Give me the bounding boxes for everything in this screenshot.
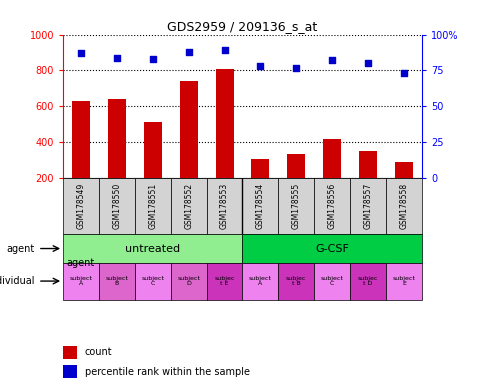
- Bar: [206, 263, 242, 300]
- Bar: [135, 178, 170, 235]
- Bar: [72, 101, 90, 178]
- Text: GSM178556: GSM178556: [327, 183, 336, 229]
- Text: subjec
t B: subjec t B: [286, 276, 306, 286]
- Bar: [385, 263, 421, 300]
- Text: subject
C: subject C: [320, 276, 343, 286]
- Text: subject
D: subject D: [177, 276, 200, 286]
- Bar: [143, 122, 161, 178]
- Text: agent: agent: [6, 243, 34, 253]
- Text: GSM178554: GSM178554: [256, 183, 264, 229]
- Bar: [314, 263, 349, 300]
- Bar: [206, 178, 242, 235]
- Bar: [251, 159, 269, 178]
- Bar: [242, 235, 421, 263]
- Text: agent: agent: [66, 258, 95, 268]
- Point: [256, 63, 264, 69]
- Text: subject
C: subject C: [141, 276, 164, 286]
- Point: [113, 55, 121, 61]
- Bar: [63, 346, 77, 359]
- Bar: [349, 263, 385, 300]
- Text: subjec
t D: subjec t D: [357, 276, 378, 286]
- Bar: [385, 178, 421, 235]
- Text: GSM178551: GSM178551: [148, 183, 157, 229]
- Text: GSM178558: GSM178558: [399, 183, 408, 229]
- Point: [220, 47, 228, 53]
- Bar: [135, 263, 170, 300]
- Bar: [322, 139, 340, 178]
- Bar: [314, 178, 349, 235]
- Bar: [107, 99, 125, 178]
- Text: GSM178550: GSM178550: [112, 183, 121, 229]
- Bar: [170, 178, 206, 235]
- Bar: [99, 263, 135, 300]
- Point: [363, 60, 371, 66]
- Bar: [394, 162, 412, 178]
- Text: GSM178557: GSM178557: [363, 183, 372, 229]
- Text: subject
E: subject E: [392, 276, 415, 286]
- Bar: [215, 69, 233, 178]
- Text: GSM178555: GSM178555: [291, 183, 300, 229]
- Text: subjec
t E: subjec t E: [214, 276, 234, 286]
- Point: [184, 49, 192, 55]
- Text: GSM178552: GSM178552: [184, 183, 193, 229]
- Bar: [242, 178, 278, 235]
- Text: subject
A: subject A: [248, 276, 272, 286]
- Bar: [287, 154, 305, 178]
- Text: subject
B: subject B: [105, 276, 128, 286]
- Bar: [99, 178, 135, 235]
- Bar: [242, 263, 278, 300]
- Bar: [278, 263, 314, 300]
- Text: GSM178553: GSM178553: [220, 183, 228, 229]
- Bar: [179, 81, 197, 178]
- Bar: [63, 235, 242, 263]
- Title: GDS2959 / 209136_s_at: GDS2959 / 209136_s_at: [167, 20, 317, 33]
- Bar: [170, 263, 206, 300]
- Bar: [278, 178, 314, 235]
- Text: count: count: [84, 347, 112, 358]
- Text: individual: individual: [0, 276, 34, 286]
- Point: [292, 65, 300, 71]
- Text: untreated: untreated: [125, 243, 180, 253]
- Point: [77, 50, 85, 56]
- Bar: [358, 151, 376, 178]
- Text: GSM178549: GSM178549: [76, 183, 85, 229]
- Text: G-CSF: G-CSF: [315, 243, 348, 253]
- Bar: [349, 178, 385, 235]
- Point: [328, 57, 335, 63]
- Point: [399, 70, 407, 76]
- Bar: [63, 178, 99, 235]
- Text: percentile rank within the sample: percentile rank within the sample: [84, 366, 249, 377]
- Bar: [63, 263, 99, 300]
- Text: subject
A: subject A: [69, 276, 92, 286]
- Point: [149, 56, 156, 62]
- Bar: [63, 365, 77, 378]
